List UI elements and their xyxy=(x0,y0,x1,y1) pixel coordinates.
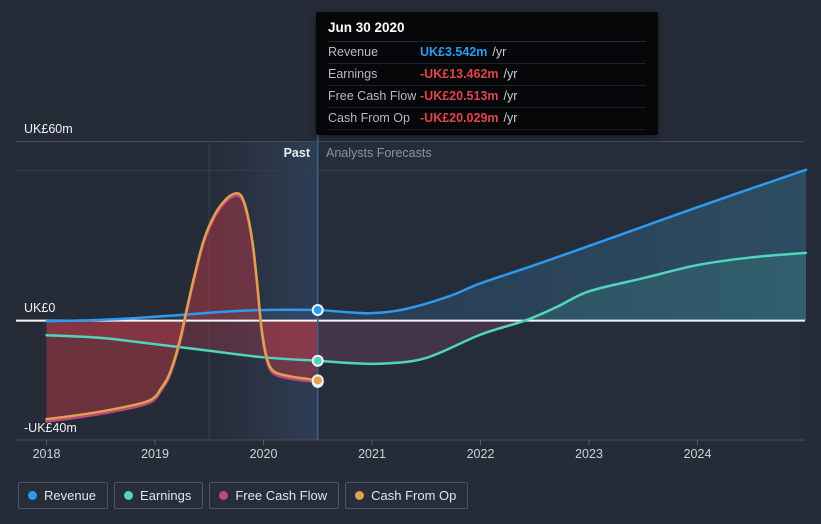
revenue-line[interactable] xyxy=(45,168,808,323)
legend-color-dot xyxy=(219,491,229,500)
tooltip-row: Free Cash Flow -UK£20.513m/yr xyxy=(328,86,646,108)
tooltip-row: Earnings -UK£13.462m/yr xyxy=(328,64,646,86)
tooltip-row-value: -UK£13.462m xyxy=(420,67,499,81)
tooltip-row-label: Free Cash Flow xyxy=(328,89,417,103)
tooltip-row: Revenue UK£3.542m/yr xyxy=(328,42,646,64)
tooltip-row-unit: /yr xyxy=(503,89,518,103)
legend-color-dot xyxy=(28,491,37,500)
cash-flow-area xyxy=(46,195,318,422)
legend-color-dot xyxy=(355,491,365,500)
legend-item-free-cash-flow[interactable]: Free Cash Flow xyxy=(209,482,340,509)
earnings-line[interactable] xyxy=(45,251,808,366)
legend-item-cash-from-op[interactable]: Cash From Op xyxy=(345,482,469,509)
tooltip: Jun 30 2020 Revenue UK£3.542m/yr Earnings -… xyxy=(316,12,658,135)
legend-color-dot xyxy=(124,491,134,500)
tooltip-row-unit: /yr xyxy=(492,45,507,59)
legend-label: Cash From Op xyxy=(371,488,457,503)
legend-label: Free Cash Flow xyxy=(235,488,328,503)
tooltip-row-label: Revenue xyxy=(328,45,379,59)
legend-item-earnings[interactable]: Earnings xyxy=(114,482,204,509)
legend-label: Earnings xyxy=(140,488,192,503)
tooltip-row-value: -UK£20.513m xyxy=(420,89,499,103)
earnings-marker[interactable] xyxy=(311,354,324,367)
tooltip-row-value: -UK£20.029m xyxy=(420,111,499,125)
legend-label: Revenue xyxy=(44,488,97,503)
revenue-marker[interactable] xyxy=(311,304,324,317)
tooltip-row-value: UK£3.542m xyxy=(420,45,488,59)
earnings-forecast-negative-area xyxy=(317,320,525,364)
earnings-past-area xyxy=(46,320,318,361)
cash-from-op-line[interactable] xyxy=(45,192,319,421)
tooltip-row: Cash From Op -UK£20.029m/yr xyxy=(328,108,646,130)
tooltip-row-label: Cash From Op xyxy=(328,111,410,125)
tooltip-row-unit: /yr xyxy=(503,111,518,125)
tooltip-row-unit: /yr xyxy=(503,67,518,81)
legend: Revenue Earnings Free Cash Flow Cash From O… xyxy=(18,482,469,509)
tooltip-date: Jun 30 2020 xyxy=(328,20,646,42)
earnings-forecast-positive-area xyxy=(524,252,806,321)
cash-from-op-marker[interactable] xyxy=(311,374,324,387)
tooltip-row-label: Earnings xyxy=(328,67,378,81)
legend-item-revenue[interactable]: Revenue xyxy=(18,482,109,509)
